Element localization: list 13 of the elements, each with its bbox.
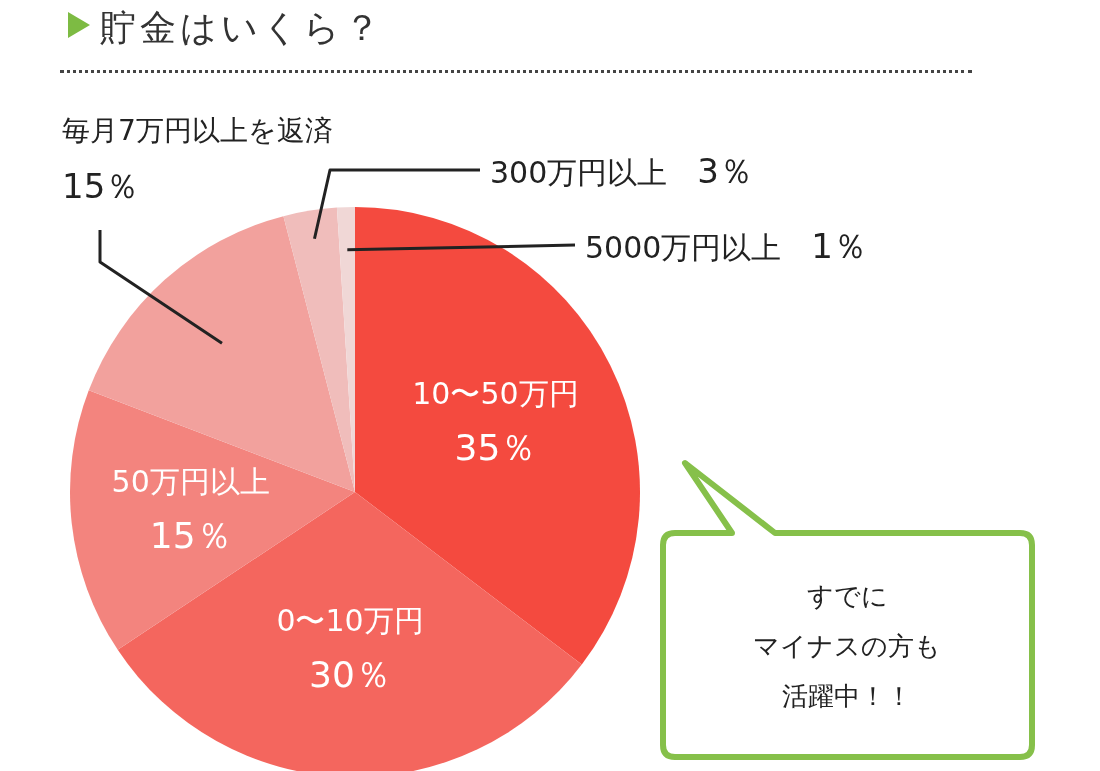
data-label: 15％: [62, 166, 140, 206]
slice-label: 毎月7万円以上を返済: [62, 114, 333, 147]
slice-label: 0〜10万円: [276, 602, 424, 638]
slice-label: 5000万円以上: [585, 230, 782, 265]
chart-title: 貯金はいくら？: [100, 6, 384, 50]
data-label: 1％: [811, 226, 867, 266]
data-label: 3％: [697, 151, 753, 191]
data-label: 15％: [149, 515, 232, 557]
slice-label: 10〜50万円: [412, 376, 579, 412]
data-label: 30％: [309, 653, 391, 695]
slice-label: 300万円以上: [490, 155, 668, 190]
data-label: 35％: [454, 427, 537, 469]
slice-label: 50万円以上: [111, 464, 270, 500]
